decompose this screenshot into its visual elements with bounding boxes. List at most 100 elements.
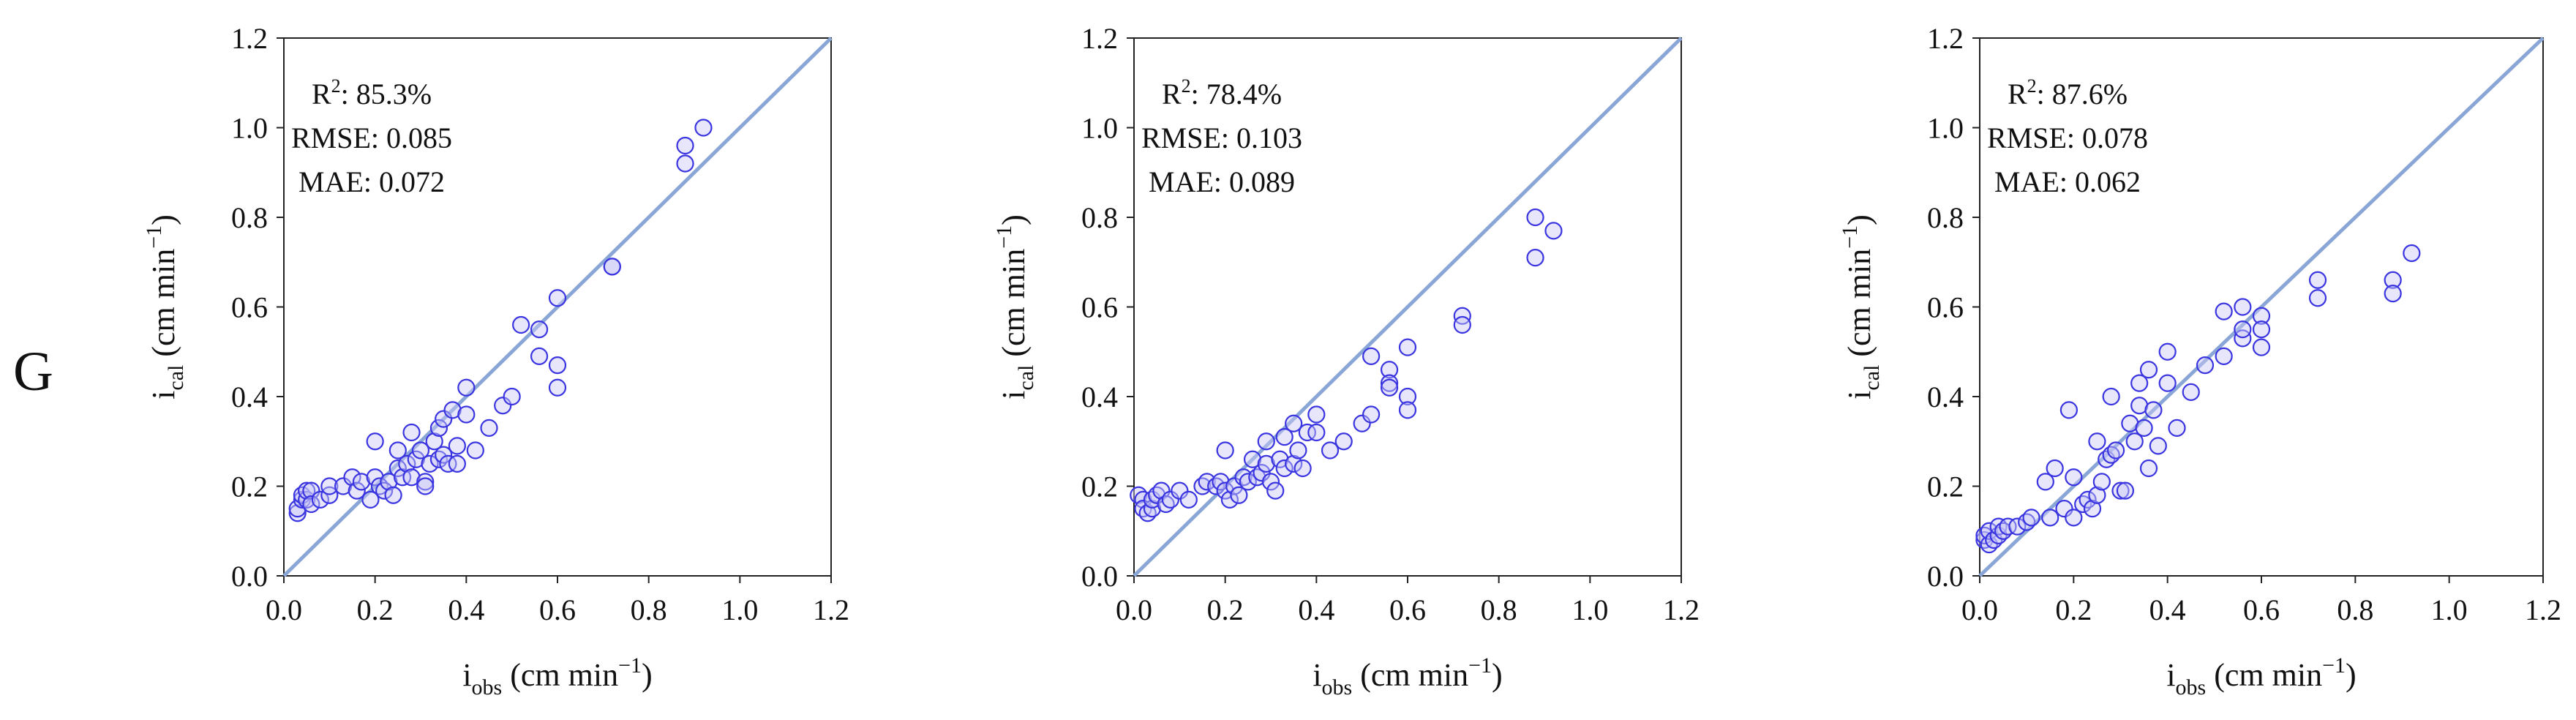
- data-point: [1171, 481, 1189, 500]
- data-point: [2083, 500, 2102, 518]
- x-tick-label: 0.8: [1481, 593, 1517, 626]
- data-point: [1134, 490, 1152, 509]
- x-tick-label: 0.4: [448, 593, 484, 626]
- data-point: [1380, 378, 1399, 397]
- data-point: [366, 432, 384, 451]
- data-point: [421, 454, 439, 473]
- data-point: [2252, 338, 2271, 356]
- data-point: [530, 320, 549, 339]
- data-point: [388, 441, 407, 460]
- x-axis-label: iobs (cm min−1): [462, 653, 652, 700]
- x-tick-label: 1.0: [2431, 593, 2468, 626]
- data-point: [2308, 271, 2327, 289]
- data-point: [448, 454, 466, 473]
- data-point: [2182, 383, 2200, 401]
- data-point: [343, 468, 361, 487]
- data-point: [1198, 473, 1216, 491]
- y-tick-label: 0.2: [1927, 470, 1964, 503]
- data-point: [388, 459, 407, 478]
- data-point: [1212, 473, 1230, 491]
- data-point: [425, 432, 443, 451]
- data-point: [407, 450, 425, 468]
- data-point: [1152, 481, 1171, 500]
- data-point: [2215, 347, 2233, 365]
- y-axis-label: ical (cm min−1): [1838, 214, 1884, 400]
- data-point: [2022, 509, 2040, 527]
- data-point: [2092, 473, 2111, 491]
- data-point: [1289, 441, 1307, 460]
- panel-label: G: [13, 341, 53, 402]
- data-point: [1298, 423, 1316, 442]
- data-point: [1380, 374, 1399, 392]
- data-point: [398, 454, 416, 473]
- data-point: [1275, 428, 1293, 446]
- data-point: [1161, 490, 1179, 509]
- data-point: [2036, 473, 2054, 491]
- data-point: [2135, 419, 2153, 437]
- y-tick-label: 0.0: [1927, 560, 1964, 593]
- r2-annotation: R2: 85.3%: [312, 75, 432, 110]
- data-point: [2144, 401, 2163, 419]
- data-point: [402, 423, 421, 442]
- data-point: [348, 481, 366, 500]
- data-point: [2088, 486, 2106, 504]
- mae-annotation: MAE: 0.072: [298, 165, 445, 198]
- data-point: [603, 258, 621, 276]
- y-tick-label: 0.4: [231, 380, 268, 413]
- data-point: [1216, 441, 1234, 460]
- data-point: [1293, 459, 1312, 478]
- y-tick-label: 0.8: [1081, 201, 1118, 234]
- y-tick-label: 1.0: [1927, 112, 1964, 145]
- y-tick-label: 0.2: [231, 470, 268, 503]
- data-point: [1544, 222, 1563, 240]
- data-point: [2234, 329, 2252, 348]
- rmse-annotation: RMSE: 0.078: [1987, 121, 2148, 154]
- data-point: [361, 490, 380, 509]
- y-tick-label: 0.8: [1927, 201, 1964, 234]
- data-point: [302, 495, 320, 514]
- data-point: [548, 356, 567, 375]
- data-point: [1266, 481, 1285, 500]
- data-point: [443, 401, 462, 419]
- data-point: [439, 454, 457, 473]
- data-point: [416, 477, 435, 495]
- r2-annotation: R2: 78.4%: [1162, 75, 1282, 110]
- data-point: [1453, 307, 1471, 325]
- data-point: [2215, 302, 2233, 320]
- data-point: [1275, 459, 1293, 478]
- data-point: [1307, 423, 1326, 442]
- data-point: [2234, 320, 2252, 339]
- data-point: [1253, 464, 1271, 482]
- data-point: [1334, 432, 1353, 451]
- rmse-annotation: RMSE: 0.103: [1141, 121, 1302, 154]
- data-point: [334, 477, 353, 495]
- data-point: [2158, 342, 2177, 361]
- x-tick-label: 1.2: [1663, 593, 1700, 626]
- x-tick-label: 0.2: [357, 593, 394, 626]
- data-point: [457, 405, 476, 424]
- data-point: [320, 477, 339, 495]
- data-point: [480, 419, 498, 437]
- y-tick-label: 1.2: [1927, 22, 1964, 55]
- x-axis-label: iobs (cm min−1): [2166, 653, 2356, 700]
- data-point: [435, 446, 453, 464]
- data-point: [1398, 387, 1417, 406]
- data-point: [1398, 401, 1417, 419]
- x-tick-label: 0.0: [266, 593, 302, 626]
- data-point: [429, 419, 448, 437]
- mae-annotation: MAE: 0.089: [1149, 165, 1295, 198]
- data-point: [1239, 473, 1257, 491]
- data-point: [293, 490, 312, 509]
- r2-annotation: R2: 87.6%: [2008, 75, 2128, 110]
- data-point: [1380, 361, 1399, 379]
- data-point: [1999, 517, 2017, 536]
- x-tick-label: 0.0: [1961, 593, 1998, 626]
- data-point: [694, 119, 713, 137]
- data-point: [1362, 405, 1381, 424]
- data-point: [311, 490, 329, 509]
- data-point: [288, 500, 307, 518]
- chart-3: 0.00.0 0.2 0.2 0.4 0.4 0.6 0.6 0.8 0.8 1.0 1.0 1.2 1…: [1838, 22, 2561, 700]
- x-tick-label: 1.0: [721, 593, 758, 626]
- data-point: [2079, 490, 2097, 509]
- data-point: [2139, 459, 2158, 478]
